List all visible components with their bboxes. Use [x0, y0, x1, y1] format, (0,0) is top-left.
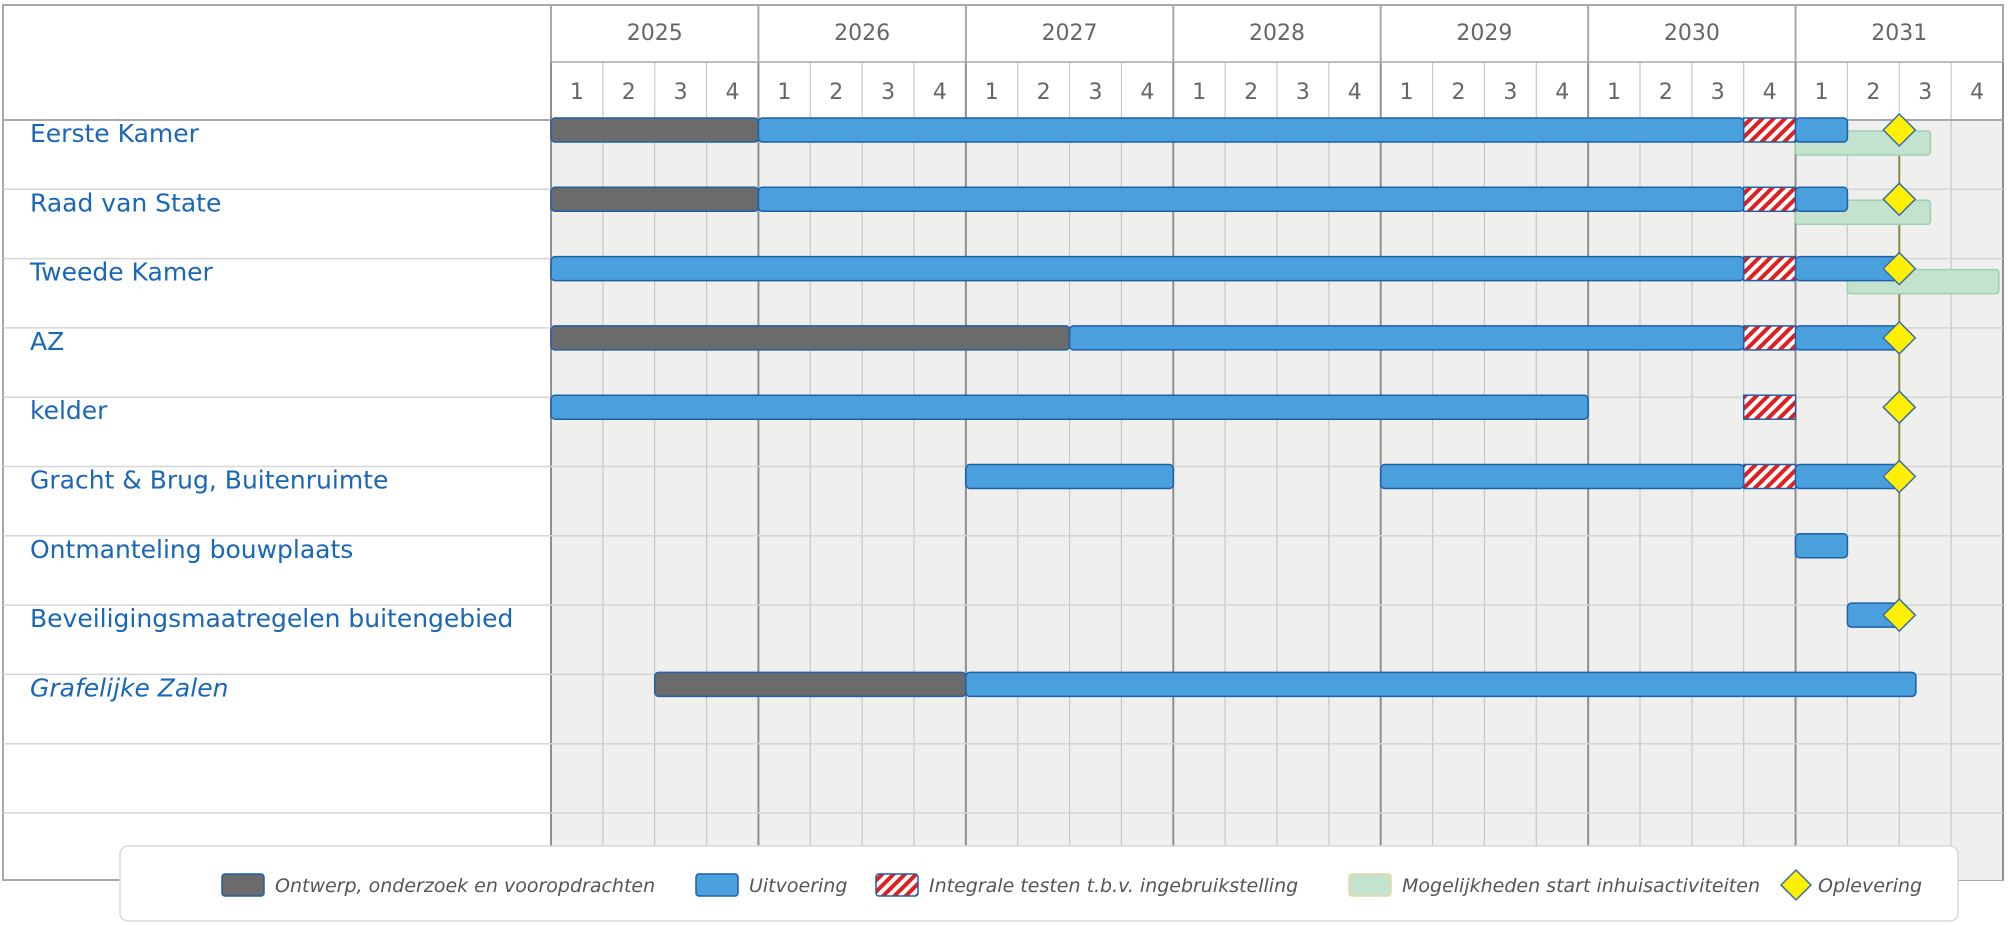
uitvoering-bar — [965, 671, 1917, 698]
quarter-label: 1 — [1815, 80, 1829, 105]
row-label: Gracht & Brug, Buitenruimte — [30, 466, 388, 495]
testen-bar — [1742, 117, 1797, 143]
oplevering-marker — [1882, 459, 1917, 494]
ontwerp-bar — [550, 186, 760, 213]
quarter-label: 1 — [1607, 80, 1621, 105]
legend-label: Oplevering — [1818, 875, 1922, 897]
quarter-label: 3 — [1503, 80, 1517, 105]
legend-label: Integrale testen t.b.v. ingebruikstellin… — [929, 875, 1298, 897]
oplevering-marker — [1882, 390, 1917, 425]
quarter-label: 1 — [1192, 80, 1206, 105]
year-label: 2028 — [1249, 21, 1305, 46]
quarter-label: 3 — [1918, 80, 1932, 105]
legend-swatch-uitvoering — [695, 873, 739, 897]
quarter-label: 1 — [570, 80, 584, 105]
testen-bar — [1742, 463, 1797, 490]
quarter-label: 4 — [1348, 80, 1362, 105]
uitvoering-bar — [1794, 186, 1849, 213]
quarter-label: 4 — [1555, 80, 1569, 105]
uitvoering-bar — [1794, 117, 1849, 143]
uitvoering-bar — [1379, 463, 1745, 490]
quarter-label: 3 — [674, 80, 688, 105]
quarter-label: 2 — [1037, 80, 1051, 105]
year-label: 2025 — [627, 21, 683, 46]
quarter-label: 3 — [881, 80, 895, 105]
quarter-label: 3 — [1089, 80, 1103, 105]
row-label: Raad van State — [30, 188, 221, 217]
year-label: 2027 — [1042, 21, 1098, 46]
testen-bar — [1742, 255, 1797, 282]
oplevering-marker — [1882, 320, 1917, 355]
quarter-label: 2 — [829, 80, 843, 105]
uitvoering-bar — [550, 255, 1745, 282]
uitvoering-bar — [550, 394, 1589, 420]
legend-swatch-mogelijkheden — [1348, 873, 1392, 897]
quarter-label: 4 — [1970, 80, 1984, 105]
quarter-label: 2 — [1659, 80, 1673, 105]
quarter-label: 1 — [985, 80, 999, 105]
ontwerp-bar — [550, 117, 760, 143]
bars — [550, 112, 2000, 698]
row-label: Tweede Kamer — [29, 258, 214, 287]
ontwerp-bar — [653, 671, 967, 698]
quarter-label: 4 — [1140, 80, 1154, 105]
quarter-label: 1 — [1400, 80, 1414, 105]
uitvoering-bar — [757, 186, 1745, 213]
quarter-label: 3 — [1711, 80, 1725, 105]
quarter-label: 1 — [777, 80, 791, 105]
legend-swatch-ontwerp — [221, 873, 265, 897]
oplevering-marker — [1882, 182, 1917, 217]
oplevering-marker — [1882, 598, 1917, 633]
quarter-label: 2 — [622, 80, 636, 105]
legend-swatch-testen — [875, 873, 919, 897]
quarter-label: 4 — [1763, 80, 1777, 105]
year-label: 2029 — [1456, 21, 1512, 46]
quarter-label: 2 — [1244, 80, 1258, 105]
quarter-label: 2 — [1866, 80, 1880, 105]
uitvoering-bar — [1068, 325, 1745, 351]
uitvoering-bar — [965, 463, 1175, 490]
year-label: 2026 — [834, 21, 890, 46]
testen-bar — [1742, 394, 1797, 420]
legend-label: Uitvoering — [749, 875, 847, 897]
legend: Ontwerp, onderzoek en vooropdrachten Uitv… — [119, 845, 1959, 922]
row-label: Eerste Kamer — [30, 119, 200, 148]
row-label: Grafelijke Zalen — [30, 673, 228, 702]
row-label: Beveiligingsmaatregelen buitengebied — [30, 604, 513, 633]
year-label: 2030 — [1664, 21, 1720, 46]
legend-label: Mogelijkheden start inhuisactiviteiten — [1402, 875, 1760, 897]
quarter-label: 3 — [1296, 80, 1310, 105]
quarter-label: 2 — [1452, 80, 1466, 105]
chart-grid: 2025 2026 2027 2028 2029 2030 2031 1 2 3 4 1 2 3 4 1 2 3 4… — [2, 4, 2004, 881]
legend-label: Ontwerp, onderzoek en vooropdrachten — [275, 875, 655, 897]
legend-box — [119, 845, 1959, 922]
oplevering-marker — [1882, 112, 1917, 148]
legend-swatch-oplevering — [1779, 868, 1813, 902]
oplevering-marker — [1882, 251, 1917, 286]
quarter-label: 4 — [726, 80, 740, 105]
ontwerp-bar — [550, 325, 1071, 351]
row-label: kelder — [30, 396, 108, 425]
year-label: 2031 — [1871, 21, 1927, 46]
testen-bar — [1742, 186, 1797, 213]
testen-bar — [1742, 325, 1797, 351]
row-label: Ontmanteling bouwplaats — [30, 535, 353, 564]
row-labels: Eerste Kamer Raad van State Tweede Kamer AZ… — [29, 119, 513, 702]
quarter-label: 4 — [933, 80, 947, 105]
uitvoering-bar — [1794, 533, 1849, 559]
row-label: AZ — [30, 327, 64, 356]
uitvoering-bar — [757, 117, 1745, 143]
